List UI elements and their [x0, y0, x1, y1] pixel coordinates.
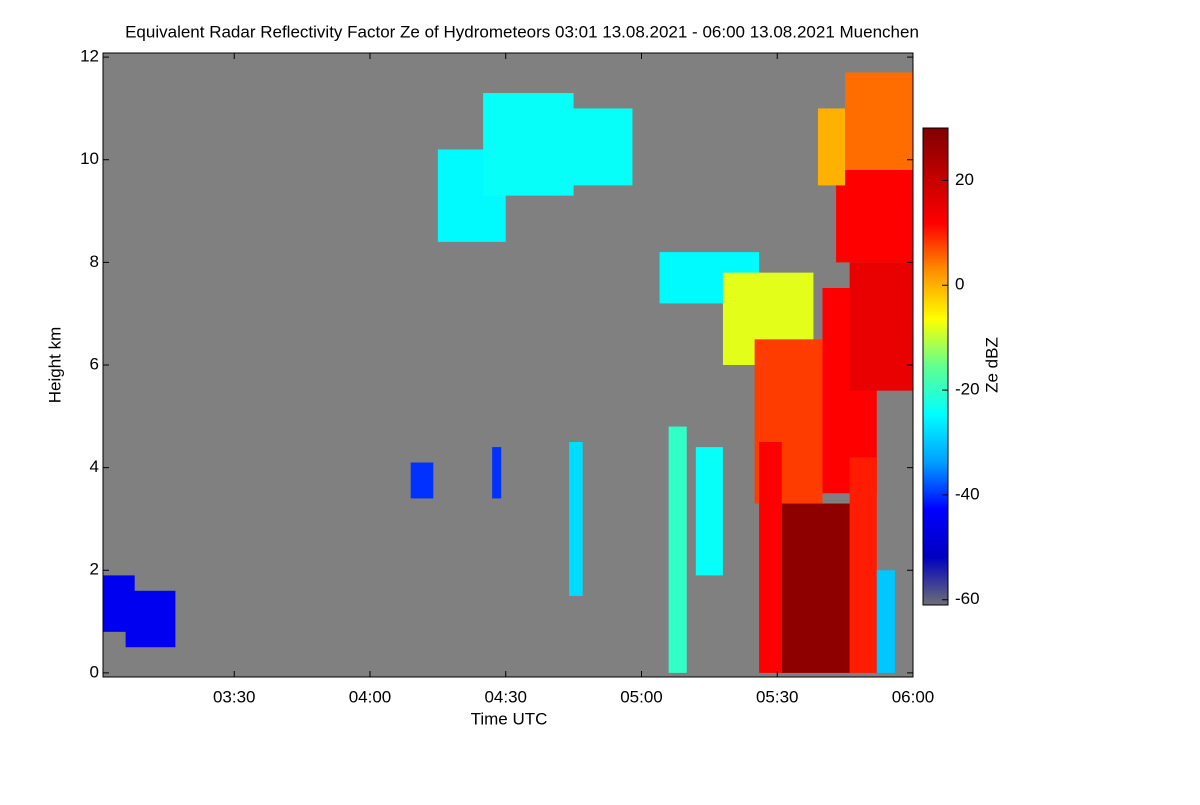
colorbar-tick-label: -20: [955, 380, 980, 399]
echo-cell: [759, 441, 782, 673]
echo-cell: [668, 426, 687, 673]
cells: [103, 72, 913, 673]
echo-cell: [876, 570, 895, 673]
y-tick-label: 10: [80, 149, 99, 168]
echo-cell: [836, 170, 913, 263]
echo-cell: [849, 262, 913, 391]
x-tick-label: 05:30: [756, 687, 799, 706]
x-axis-label: Time UTC: [471, 709, 548, 728]
colorbar-label: Ze dBZ: [982, 337, 1001, 393]
x-tick-label: 06:00: [892, 687, 935, 706]
colorbar-tick-label: 20: [955, 170, 974, 189]
x-tick-label: 04:00: [349, 687, 392, 706]
colorbar-tick-label: -40: [955, 484, 980, 503]
echo-cell: [849, 457, 877, 673]
y-tick-label: 6: [90, 354, 99, 373]
x-tick-label: 03:30: [213, 687, 256, 706]
y-tick-label: 12: [80, 47, 99, 66]
x-tick-label: 05:00: [620, 687, 663, 706]
echo-cell: [569, 441, 583, 596]
echo-cell: [817, 108, 846, 186]
echo-cell: [125, 590, 176, 648]
y-tick-label: 4: [90, 457, 99, 476]
echo-cell: [410, 462, 434, 499]
colorbar-tick-label: -60: [955, 589, 980, 608]
echo-cell: [550, 108, 633, 186]
y-tick-label: 8: [90, 252, 99, 271]
x-tick-label: 04:30: [484, 687, 527, 706]
echo-cell: [781, 503, 850, 673]
y-tick-label: 2: [90, 560, 99, 579]
colorbar: [922, 127, 949, 606]
echo-cell: [492, 447, 502, 499]
y-tick-label: 0: [90, 662, 99, 681]
chart-title: Equivalent Radar Reflectivity Factor Ze …: [125, 22, 919, 41]
echo-cell: [845, 72, 913, 170]
y-axis-label: Height km: [45, 327, 64, 404]
colorbar-tick-label: 0: [955, 275, 964, 294]
echo-cell: [695, 447, 723, 576]
